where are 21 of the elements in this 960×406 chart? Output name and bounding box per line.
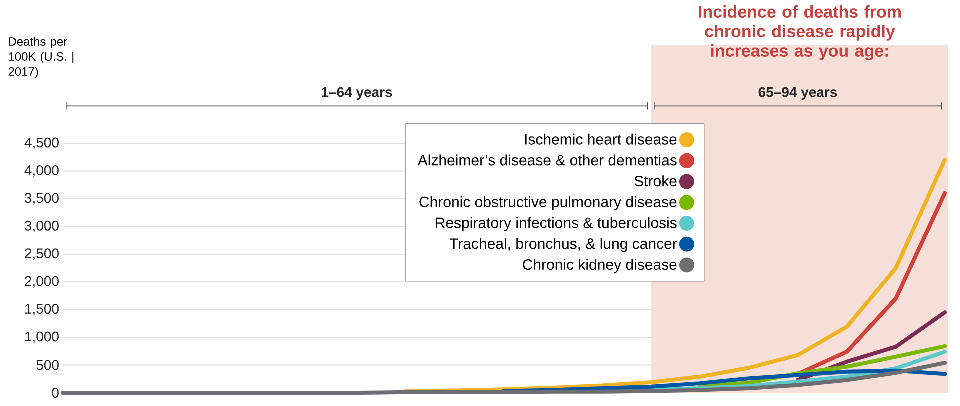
- y-tick-label: 2,000: [25, 276, 59, 288]
- legend-label: Chronic obstructive pulmonary disease: [420, 196, 677, 210]
- legend-label: Ischemic heart disease: [525, 134, 677, 145]
- y-tick-label: 0: [52, 388, 59, 398]
- text: 65–94 years: [758, 87, 838, 100]
- legend-label: Alzheimer’s disease & other dementias: [418, 154, 677, 166]
- legend-label: Chronic kidney disease: [523, 259, 677, 274]
- y-axis-title: Deaths per 100K (U.S. | 2017): [8, 37, 74, 78]
- legend-label: Tracheal, bronchus, & lung cancer: [450, 238, 678, 252]
- y-tick-label: 500: [36, 360, 59, 370]
- y-tick-label: 4,000: [24, 166, 59, 178]
- legend-label: Respiratory infections & tuberculosis: [436, 217, 677, 232]
- y-tick-label: 4,500: [24, 138, 59, 150]
- chart-title: Incidence of deaths from chronic disease rapidly increases as you age:: [699, 6, 901, 60]
- y-tick-label: 2,500: [25, 248, 59, 260]
- y-tick-label: 3,500: [24, 193, 59, 205]
- y-tick-label: 3,000: [24, 220, 59, 233]
- y-tick-label: 1,000: [26, 332, 59, 344]
- legend-label: Stroke: [634, 176, 677, 187]
- y-tick-label: 1,500: [26, 304, 59, 316]
- text: 1–64 years: [322, 87, 392, 100]
